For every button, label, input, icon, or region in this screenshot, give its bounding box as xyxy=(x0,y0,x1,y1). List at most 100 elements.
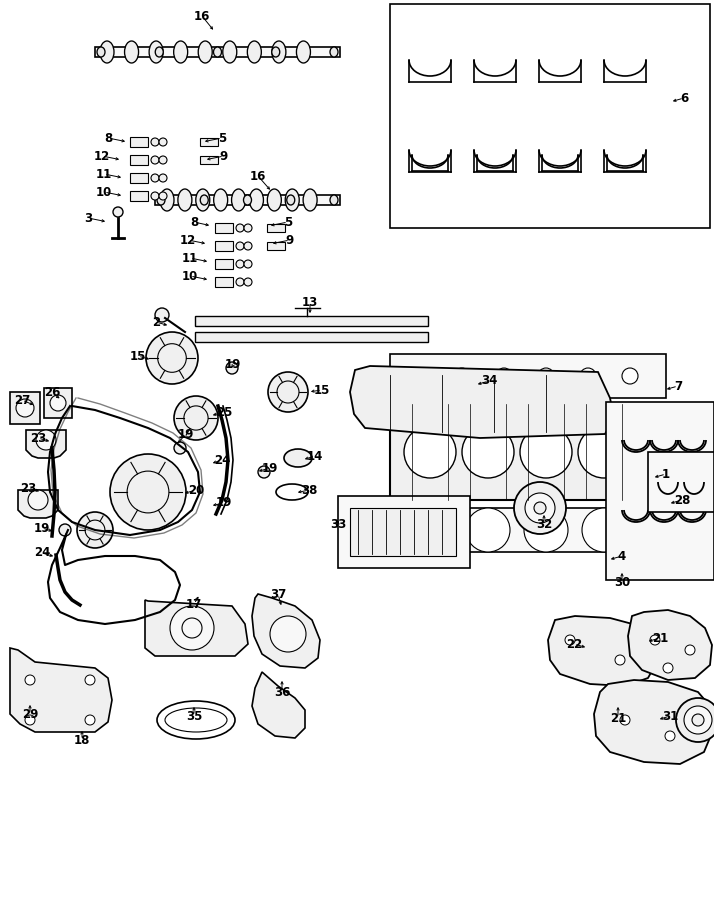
Text: 7: 7 xyxy=(674,380,682,392)
Circle shape xyxy=(496,368,512,384)
Circle shape xyxy=(236,224,244,232)
Text: 35: 35 xyxy=(186,709,202,723)
Polygon shape xyxy=(200,156,218,164)
Circle shape xyxy=(182,618,202,638)
Polygon shape xyxy=(252,594,320,668)
Text: 15: 15 xyxy=(130,349,146,363)
Polygon shape xyxy=(548,616,658,686)
Circle shape xyxy=(50,395,66,411)
Bar xyxy=(390,354,666,398)
Circle shape xyxy=(127,471,169,513)
Bar xyxy=(390,4,710,228)
Circle shape xyxy=(578,426,630,478)
Text: 13: 13 xyxy=(302,295,318,309)
Circle shape xyxy=(36,430,56,450)
Text: 33: 33 xyxy=(330,518,346,532)
Circle shape xyxy=(454,368,470,384)
Circle shape xyxy=(620,715,630,725)
Text: 8: 8 xyxy=(190,215,198,229)
Circle shape xyxy=(692,714,704,726)
Ellipse shape xyxy=(223,41,237,63)
Ellipse shape xyxy=(272,47,280,57)
Bar xyxy=(215,223,233,233)
Ellipse shape xyxy=(178,189,192,211)
Circle shape xyxy=(676,698,714,742)
Circle shape xyxy=(146,332,198,384)
Text: 26: 26 xyxy=(44,386,60,400)
Ellipse shape xyxy=(155,47,164,57)
Bar xyxy=(338,496,470,568)
Circle shape xyxy=(244,224,252,232)
Circle shape xyxy=(582,508,626,552)
Text: 31: 31 xyxy=(662,709,678,723)
Ellipse shape xyxy=(198,41,212,63)
Bar xyxy=(130,155,148,165)
Text: 5: 5 xyxy=(284,215,292,229)
Circle shape xyxy=(85,520,105,540)
Text: 29: 29 xyxy=(22,707,38,721)
Ellipse shape xyxy=(97,47,105,57)
Text: 19: 19 xyxy=(34,521,50,535)
Circle shape xyxy=(25,675,35,685)
Text: 19: 19 xyxy=(262,462,278,474)
Text: 4: 4 xyxy=(618,550,626,562)
Polygon shape xyxy=(145,600,248,656)
Circle shape xyxy=(59,524,71,536)
Bar xyxy=(390,404,666,500)
Circle shape xyxy=(524,508,568,552)
Ellipse shape xyxy=(231,189,246,211)
Ellipse shape xyxy=(330,47,338,57)
Circle shape xyxy=(170,606,214,650)
Text: 37: 37 xyxy=(270,588,286,600)
Polygon shape xyxy=(628,610,712,680)
Bar xyxy=(10,392,40,424)
Text: 6: 6 xyxy=(680,92,688,104)
Text: 8: 8 xyxy=(104,131,112,145)
Circle shape xyxy=(226,362,238,374)
Ellipse shape xyxy=(296,41,311,63)
Circle shape xyxy=(77,512,113,548)
Text: 15: 15 xyxy=(314,383,330,397)
Text: 11: 11 xyxy=(96,167,112,181)
Ellipse shape xyxy=(249,189,263,211)
Circle shape xyxy=(159,156,167,164)
Bar xyxy=(130,137,148,147)
Circle shape xyxy=(174,442,186,454)
Circle shape xyxy=(184,406,208,430)
Bar xyxy=(215,259,233,269)
Bar xyxy=(195,332,428,342)
Bar xyxy=(648,452,714,512)
Ellipse shape xyxy=(330,195,338,205)
Text: 16: 16 xyxy=(250,169,266,183)
Text: 2: 2 xyxy=(152,316,160,328)
Ellipse shape xyxy=(213,189,228,211)
Polygon shape xyxy=(95,47,340,57)
Circle shape xyxy=(258,466,270,478)
Circle shape xyxy=(270,616,306,652)
Ellipse shape xyxy=(303,189,317,211)
Ellipse shape xyxy=(247,41,261,63)
Text: 12: 12 xyxy=(94,149,110,163)
Circle shape xyxy=(514,482,566,534)
Circle shape xyxy=(663,663,673,673)
Polygon shape xyxy=(18,490,58,518)
Circle shape xyxy=(534,502,546,514)
Circle shape xyxy=(538,368,554,384)
Circle shape xyxy=(690,713,700,723)
Text: 25: 25 xyxy=(216,406,232,419)
Circle shape xyxy=(268,372,308,412)
Polygon shape xyxy=(26,430,66,458)
Text: 12: 12 xyxy=(180,233,196,247)
Text: 19: 19 xyxy=(178,428,194,440)
Polygon shape xyxy=(267,242,285,250)
Ellipse shape xyxy=(200,195,208,205)
Text: 17: 17 xyxy=(186,598,202,610)
Circle shape xyxy=(684,706,712,734)
Ellipse shape xyxy=(284,449,312,467)
Ellipse shape xyxy=(196,189,210,211)
Ellipse shape xyxy=(213,47,221,57)
Circle shape xyxy=(25,715,35,725)
Circle shape xyxy=(159,138,167,146)
Text: 20: 20 xyxy=(188,483,204,497)
Circle shape xyxy=(665,731,675,741)
